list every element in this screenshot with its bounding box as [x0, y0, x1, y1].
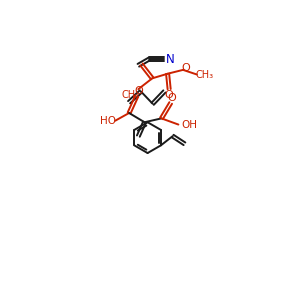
- Text: O: O: [168, 93, 177, 103]
- Text: N: N: [165, 52, 174, 65]
- Text: CH₃: CH₃: [196, 70, 214, 80]
- Text: O: O: [165, 90, 173, 100]
- Text: CH₃: CH₃: [122, 89, 140, 100]
- Text: HO: HO: [100, 116, 116, 126]
- Text: O: O: [181, 63, 190, 73]
- Text: OH: OH: [181, 119, 197, 130]
- Text: O: O: [134, 86, 143, 96]
